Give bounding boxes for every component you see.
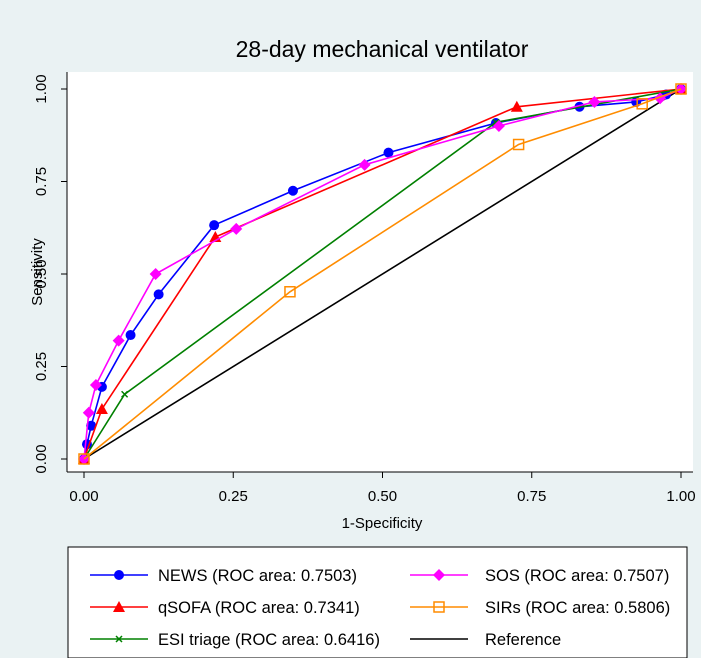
- y-tick-label: 0.75: [33, 167, 50, 196]
- legend-item: SIRs (ROC area: 0.5806): [410, 599, 670, 617]
- x-tick-label: 0.00: [69, 488, 98, 505]
- series-4: [78, 83, 687, 465]
- x-tick-label: 0.25: [219, 488, 248, 505]
- legend-label: SIRs (ROC area: 0.5806): [485, 599, 670, 617]
- series-3-point: [230, 222, 243, 235]
- legend-item: ESI triage (ROC area: 0.6416): [90, 631, 380, 649]
- series-4-point: [675, 83, 687, 95]
- legend-item: NEWS (ROC area: 0.7503): [90, 567, 357, 585]
- legend-marker: [115, 635, 123, 643]
- x-axis-ticks: 0.00 0.25 0.50 0.75 1.00: [69, 472, 696, 505]
- series-0-point: [287, 185, 298, 196]
- y-tick-label: 0.25: [33, 352, 50, 381]
- legend: NEWS (ROC area: 0.7503) qSOFA (ROC area: …: [90, 567, 670, 649]
- series-0-point: [383, 147, 394, 158]
- x-tick-label: 1.00: [666, 488, 695, 505]
- y-axis-ticks: 0.00 0.25 0.50 0.75 1.00: [33, 74, 67, 474]
- x-tick-label: 0.50: [368, 488, 397, 505]
- legend-marker: [114, 570, 124, 580]
- series-4-line: [83, 88, 682, 460]
- series-0-point: [153, 289, 164, 300]
- series-2-line: [83, 88, 682, 460]
- legend-item: Reference: [410, 631, 561, 649]
- legend-label: Reference: [485, 631, 561, 649]
- legend-box: [67, 546, 688, 659]
- legend-marker: [433, 601, 445, 613]
- series-0-line: [83, 88, 682, 460]
- series-3-point: [112, 334, 125, 347]
- series-4-point: [284, 286, 296, 298]
- legend-marker: [433, 569, 445, 581]
- legend-label: ESI triage (ROC area: 0.6416): [158, 631, 380, 649]
- series-5-line: [83, 88, 682, 460]
- series-0-point: [86, 420, 97, 431]
- series-4-point: [512, 138, 525, 151]
- series-layer: [78, 83, 687, 465]
- series-0-point: [209, 220, 220, 231]
- series-3-point: [89, 379, 102, 391]
- legend-label: qSOFA (ROC area: 0.7341): [158, 599, 360, 617]
- series-2-point: [121, 390, 129, 398]
- series-3-point: [588, 95, 601, 108]
- legend-label: SOS (ROC area: 0.7507): [485, 567, 669, 585]
- y-tick-label: 0.50: [33, 259, 50, 288]
- series-5: [83, 88, 682, 460]
- series-1-point: [95, 403, 108, 415]
- legend-marker: [113, 601, 125, 612]
- legend-item: qSOFA (ROC area: 0.7341): [90, 599, 360, 617]
- chart-title: 28-day mechanical ventilator: [236, 36, 529, 62]
- series-3-point: [492, 120, 505, 132]
- x-tick-label: 0.75: [517, 488, 546, 505]
- series-3-point: [82, 406, 95, 419]
- series-4-point: [636, 98, 648, 110]
- series-3-point: [149, 268, 162, 280]
- legend-item: SOS (ROC area: 0.7507): [410, 567, 669, 585]
- series-1-point: [510, 100, 523, 112]
- x-axis-label: 1-Specificity: [342, 515, 423, 532]
- y-tick-label: 0.00: [33, 444, 50, 473]
- y-axis-label: Sensitivity: [29, 238, 46, 306]
- series-4-point: [78, 453, 90, 465]
- y-tick-label: 1.00: [33, 74, 50, 103]
- legend-label: NEWS (ROC area: 0.7503): [158, 567, 357, 585]
- series-0-point: [125, 330, 136, 341]
- series-3-point: [358, 158, 371, 171]
